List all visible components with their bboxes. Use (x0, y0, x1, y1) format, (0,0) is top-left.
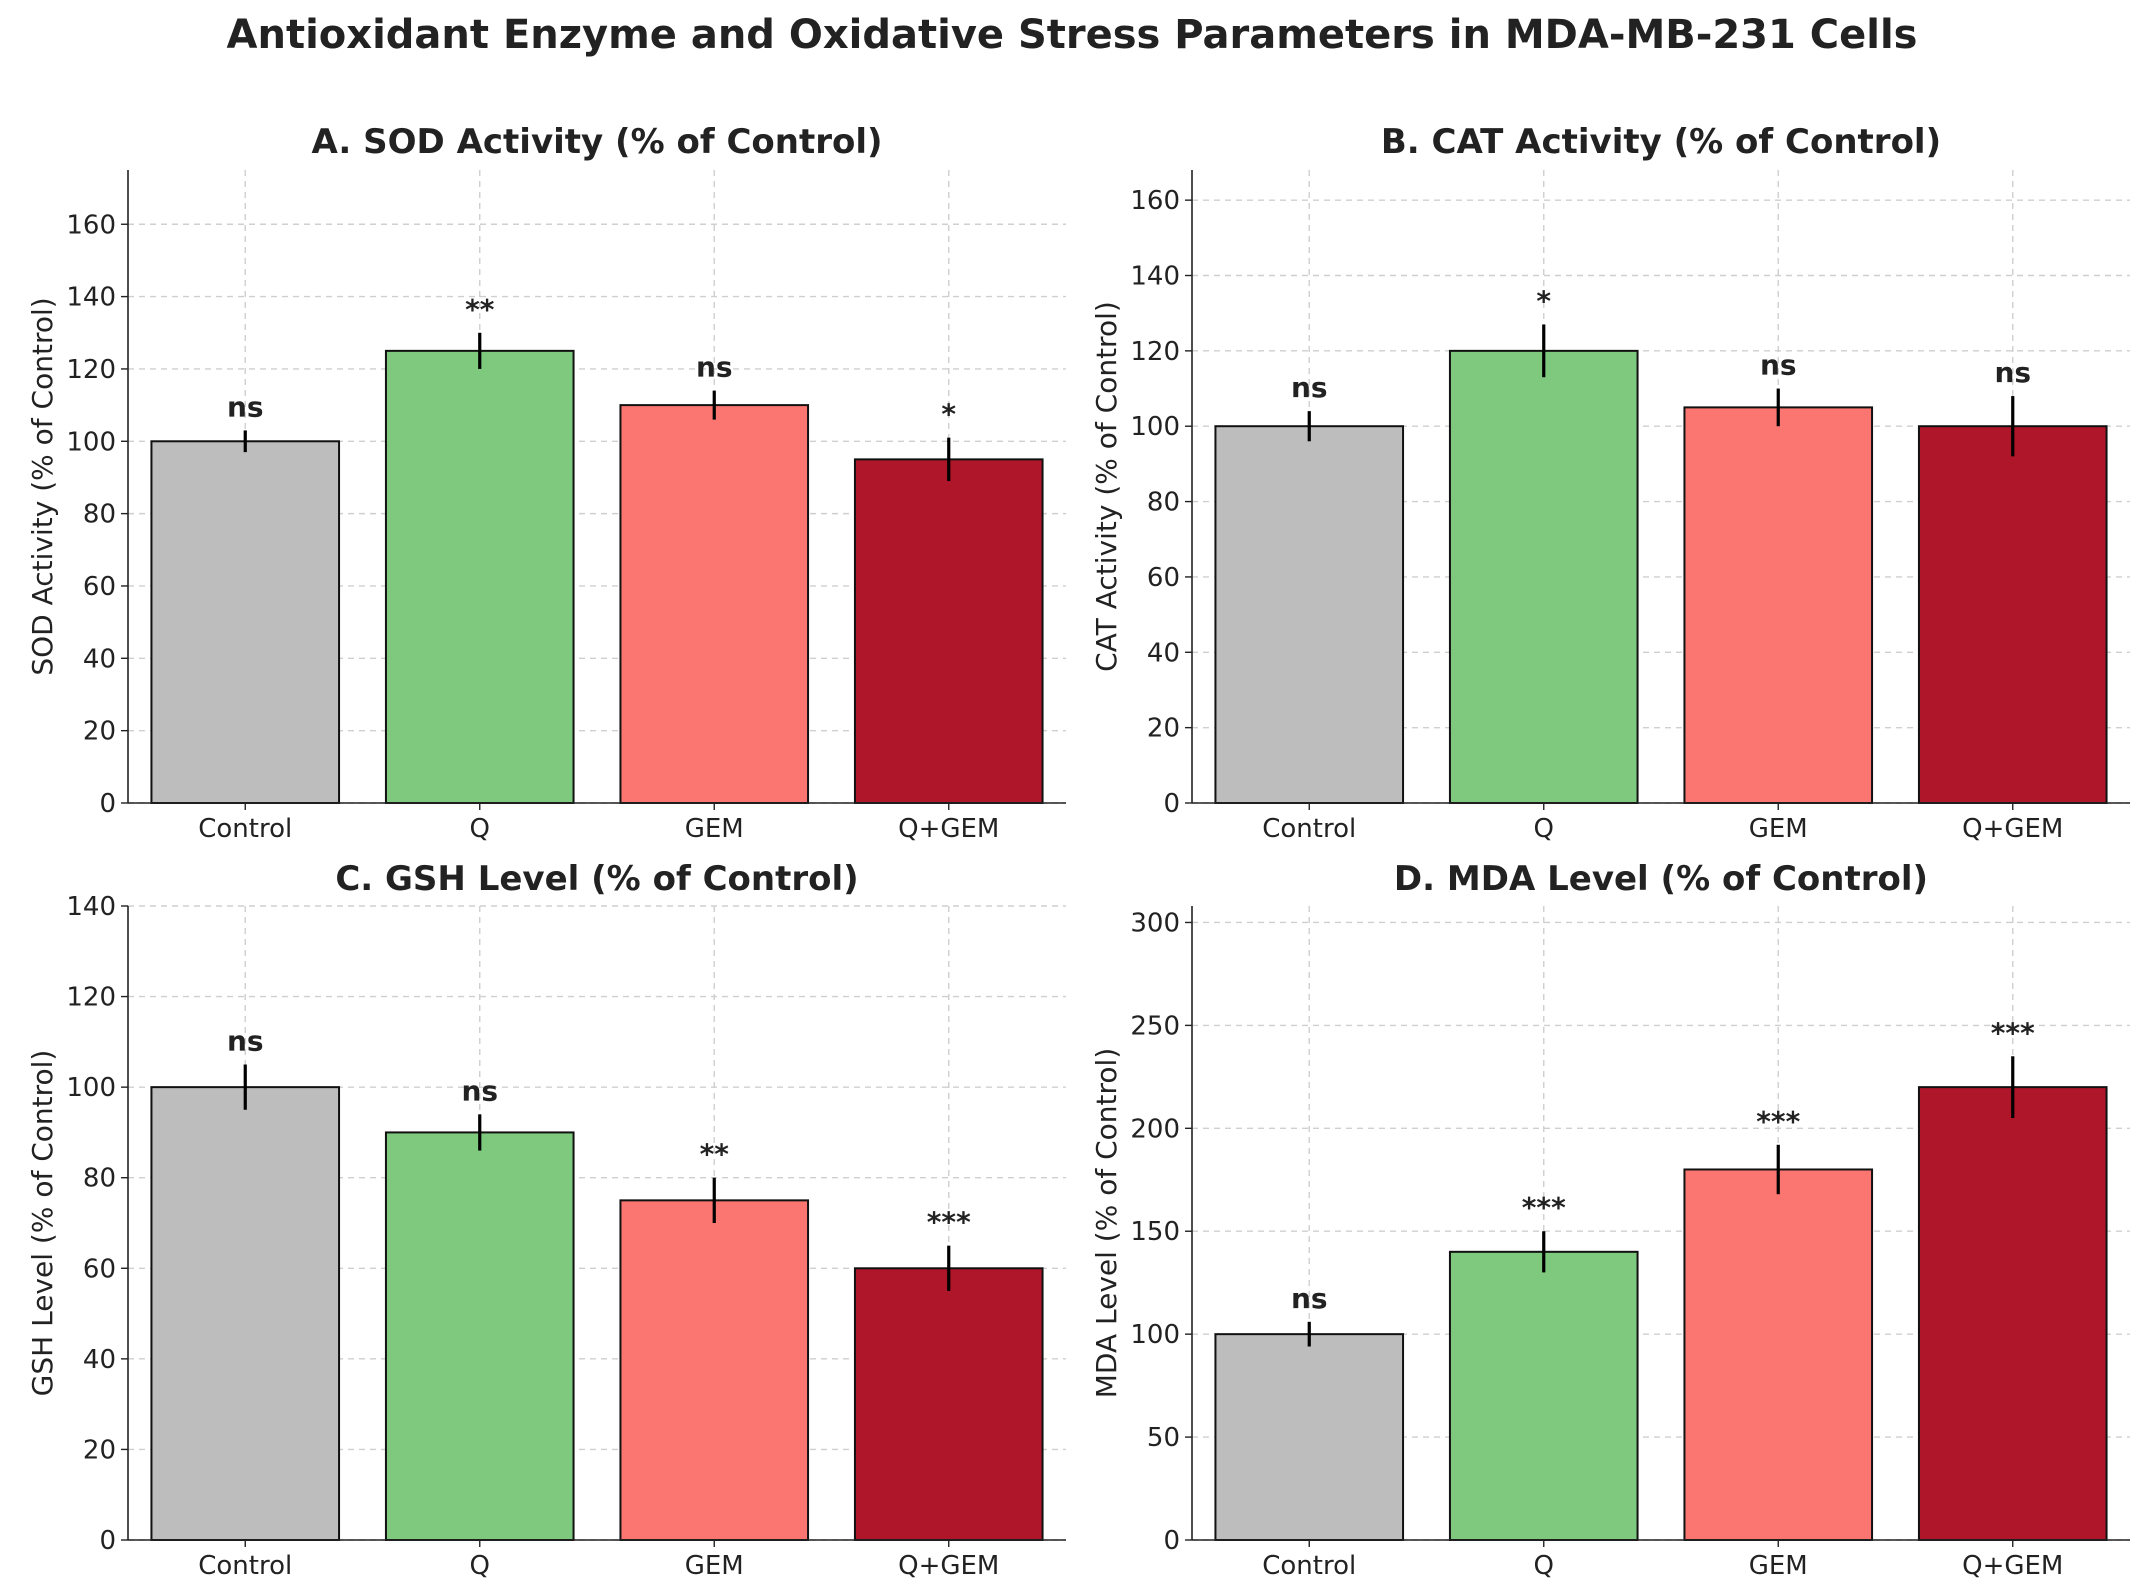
significance-label: ** (465, 293, 495, 326)
x-tick-label: Q+GEM (898, 814, 999, 844)
y-tick-label: 140 (1130, 262, 1180, 292)
y-tick-label: 150 (1130, 1217, 1180, 1247)
bar-gem (619, 1199, 810, 1542)
x-tick-label: Q+GEM (898, 1551, 999, 1581)
panel-title: B. CAT Activity (% of Control) (1381, 122, 1941, 162)
x-tick-label: GEM (685, 1551, 744, 1581)
x-tick-label: Control (198, 814, 292, 844)
x-tick-label: Q+GEM (1962, 1551, 2063, 1581)
bar-gem (1683, 1168, 1874, 1541)
y-tick-label: 100 (1130, 1320, 1180, 1350)
significance-label: ns (1760, 349, 1797, 382)
y-tick-label: 100 (66, 427, 116, 457)
y-tick-label: 80 (83, 500, 116, 530)
y-tick-label: 40 (83, 644, 116, 674)
y-tick-label: 40 (83, 1345, 116, 1375)
bar-q (1448, 349, 1639, 804)
figure-title: Antioxidant Enzyme and Oxidative Stress … (227, 12, 1918, 58)
bar-control (150, 1086, 341, 1541)
significance-label: * (941, 398, 956, 431)
y-tick-label: 120 (66, 355, 116, 385)
bar-q (1448, 1250, 1639, 1542)
panel-title: D. MDA Level (% of Control) (1394, 859, 1928, 899)
y-axis-label: GSH Level (% of Control) (26, 1050, 59, 1397)
y-tick-label: 160 (1130, 186, 1180, 216)
y-tick-label: 160 (66, 210, 116, 240)
significance-label: ns (227, 1025, 264, 1058)
bar-gem (619, 404, 810, 804)
significance-label: *** (927, 1206, 971, 1239)
y-tick-label: 120 (66, 983, 116, 1013)
x-tick-label: GEM (1749, 1551, 1808, 1581)
chart-panels: 0 20 40 60 80 100 120 140 160 ns Control ** Qns GEM * Q… (26, 122, 2130, 1581)
significance-label: ns (696, 351, 733, 384)
y-tick-label: 60 (83, 1254, 116, 1284)
y-axis-label: CAT Activity (% of Control) (1090, 301, 1123, 672)
y-tick-label: 250 (1130, 1011, 1180, 1041)
x-tick-label: Q+GEM (1962, 814, 2063, 844)
chart-panel-d: 0 50 100 150 200 250 300 ns Control *** Q *** GEM ***… (1090, 859, 2130, 1581)
panel-title: A. SOD Activity (% of Control) (311, 122, 882, 162)
significance-label: ** (700, 1138, 730, 1171)
bar-control (1214, 425, 1405, 804)
y-tick-label: 60 (83, 572, 116, 602)
bar-q-gem (1917, 1086, 2108, 1541)
y-tick-label: 140 (66, 892, 116, 922)
chart-panel-c: 0 20 40 60 80 100 120 140 ns Control ns Q ** GEM *** Q+… (26, 859, 1066, 1581)
y-tick-label: 0 (1163, 789, 1180, 819)
bar-q-gem (853, 1267, 1044, 1542)
significance-label: ns (227, 390, 264, 423)
significance-label: *** (1756, 1105, 1800, 1138)
significance-label: * (1536, 284, 1551, 317)
significance-label: ns (1291, 1282, 1328, 1315)
significance-label: ns (1994, 356, 2031, 389)
x-tick-label: Q (1534, 1551, 1554, 1581)
y-tick-label: 0 (99, 789, 116, 819)
y-tick-label: 100 (66, 1073, 116, 1103)
x-tick-label: Q (470, 814, 490, 844)
x-tick-label: Q (470, 1551, 490, 1581)
chart-panel-a: 0 20 40 60 80 100 120 140 160 ns Control ** Qns GEM * Q… (26, 122, 1066, 844)
bar-control (1214, 1333, 1405, 1542)
y-tick-label: 20 (1147, 714, 1180, 744)
y-tick-label: 20 (83, 717, 116, 747)
significance-label: *** (1991, 1016, 2035, 1049)
bar-control (150, 440, 341, 804)
y-tick-label: 60 (1147, 563, 1180, 593)
y-tick-label: 80 (83, 1164, 116, 1194)
y-tick-label: 80 (1147, 488, 1180, 518)
x-tick-label: Control (1262, 1551, 1356, 1581)
significance-label: ns (461, 1074, 498, 1107)
panel-title: C. GSH Level (% of Control) (335, 859, 858, 899)
bar-q (384, 1131, 575, 1542)
x-tick-label: GEM (1749, 814, 1808, 844)
y-tick-label: 300 (1130, 908, 1180, 938)
y-tick-label: 200 (1130, 1114, 1180, 1144)
y-tick-label: 40 (1147, 638, 1180, 668)
x-tick-label: Control (1262, 814, 1356, 844)
y-tick-label: 20 (83, 1435, 116, 1465)
y-tick-label: 0 (1163, 1526, 1180, 1556)
bar-gem (1683, 406, 1874, 804)
significance-label: ns (1291, 371, 1328, 404)
x-tick-label: GEM (685, 814, 744, 844)
bar-q-gem (1917, 425, 2108, 804)
y-axis-label: MDA Level (% of Control) (1090, 1048, 1123, 1399)
bar-q (384, 349, 575, 804)
chart-panel-b: 0 20 40 60 80 100 120 140 160 ns Control * Qns GEM ns Q… (1090, 122, 2130, 844)
significance-label: *** (1522, 1191, 1566, 1224)
bar-q-gem (853, 458, 1044, 804)
y-tick-label: 100 (1130, 412, 1180, 442)
y-tick-label: 140 (66, 283, 116, 313)
y-axis-label: SOD Activity (% of Control) (26, 297, 59, 675)
y-tick-label: 0 (99, 1526, 116, 1556)
y-tick-label: 120 (1130, 337, 1180, 367)
y-tick-label: 50 (1147, 1423, 1180, 1453)
x-tick-label: Control (198, 1551, 292, 1581)
x-tick-label: Q (1534, 814, 1554, 844)
